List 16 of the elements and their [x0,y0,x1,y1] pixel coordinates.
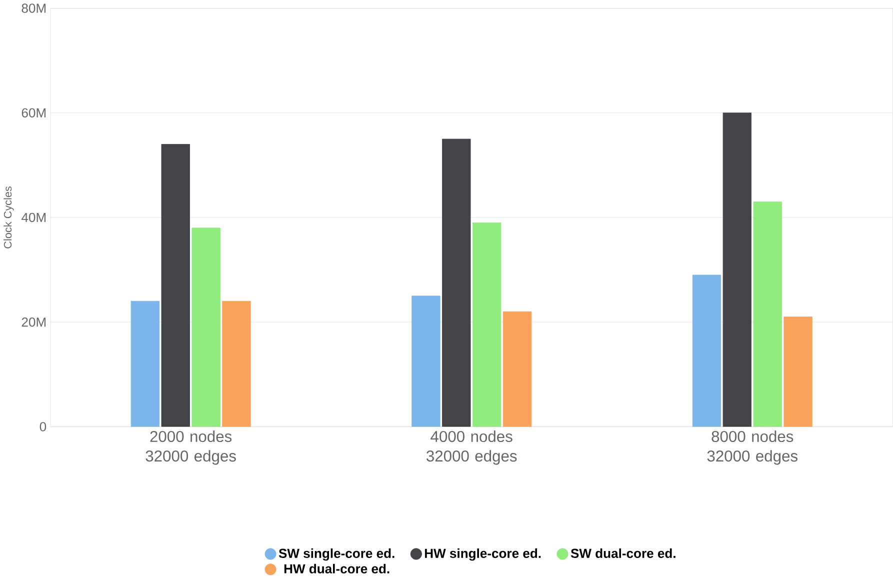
legend-label: SW dual-core ed. [570,548,676,558]
x-tick-label: 8000 nodes 32000 edges [707,430,798,465]
x-tick-label: 4000 nodes 32000 edges [426,430,517,465]
bar [472,222,502,427]
y-tick-label: 0 [40,422,46,432]
y-tick-label: 60M [22,108,46,118]
legend-label: HW single-core ed. [424,548,541,560]
y-tick-label: 40M [22,212,46,222]
bar [753,201,782,427]
legend-label: HW dual-core ed. [284,564,390,574]
y-axis-title: Clock Cycles [4,186,14,248]
x-tick-label: 2000 nodes 32000 edges [146,430,236,465]
legend-label: SW single-core ed. [278,548,394,560]
y-tick-label: 80M [22,3,46,13]
y-tick-label: 20M [22,317,46,327]
bar [192,228,220,427]
